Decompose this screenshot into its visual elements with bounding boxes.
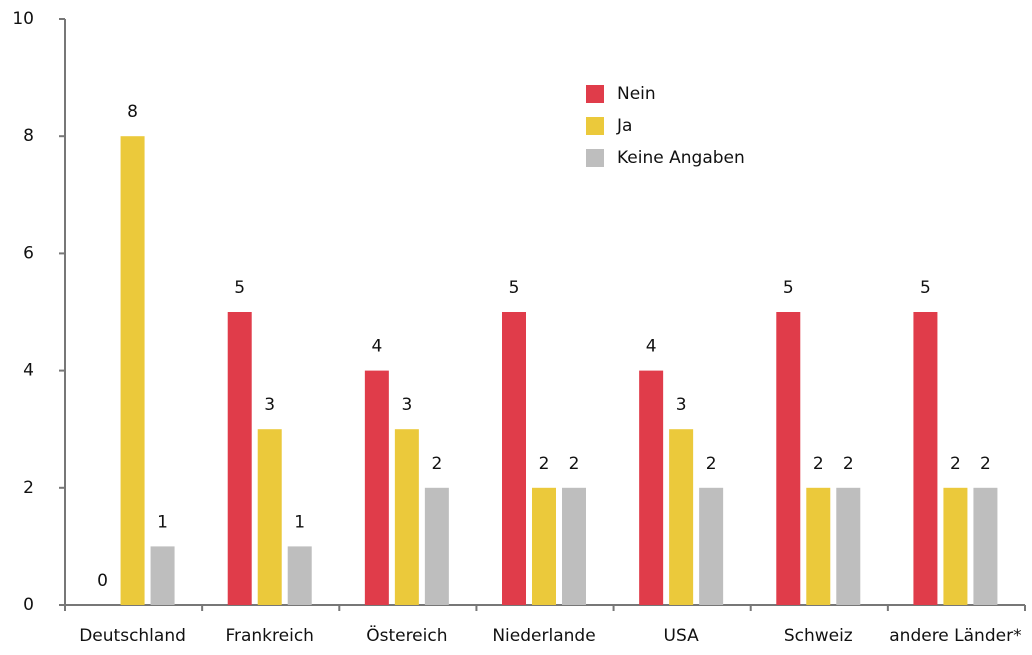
value-label: 1: [157, 512, 168, 532]
x-tick-label: Deutschland: [79, 626, 186, 646]
bar: [394, 429, 419, 605]
bar: [287, 546, 312, 605]
bar: [502, 312, 526, 605]
bar: [639, 370, 664, 605]
x-tick-label: Schweiz: [784, 626, 853, 646]
x-tick-label: USA: [664, 626, 700, 646]
value-label: 2: [431, 454, 442, 474]
value-label: 2: [706, 454, 717, 474]
bar: [973, 487, 998, 605]
y-tick-label: 8: [23, 126, 34, 146]
bar: [257, 429, 282, 605]
bar: [776, 312, 801, 605]
x-tick-label: Niederlande: [492, 626, 595, 646]
legend-swatch: [586, 85, 604, 103]
value-label: 8: [127, 102, 138, 122]
x-tick-label: andere Länder*: [889, 626, 1021, 646]
bar: [669, 429, 694, 605]
value-label: 5: [234, 278, 245, 298]
y-tick-label: 4: [23, 361, 34, 381]
bar: [913, 312, 938, 605]
value-label: 4: [646, 337, 657, 357]
x-tick-label: Östereich: [366, 624, 447, 646]
value-label: 3: [264, 395, 275, 415]
bar: [562, 487, 586, 605]
bar: [227, 312, 252, 605]
value-label: 1: [294, 512, 305, 532]
y-tick-label: 2: [23, 478, 34, 498]
value-label: 0: [97, 571, 108, 591]
bar: [836, 487, 861, 605]
value-label: 5: [783, 278, 794, 298]
value-label: 3: [401, 395, 412, 415]
x-tick-label: Frankreich: [225, 626, 314, 646]
value-label: 5: [920, 278, 931, 298]
value-label: 2: [569, 454, 580, 474]
legend-label: Ja: [616, 116, 632, 136]
bar: [806, 487, 831, 605]
bar: [532, 487, 556, 605]
value-label: 2: [843, 454, 854, 474]
bar: [150, 546, 175, 605]
value-label: 3: [676, 395, 687, 415]
bar: [120, 136, 145, 605]
legend-swatch: [586, 149, 604, 167]
value-label: 5: [509, 278, 520, 298]
value-label: 4: [371, 337, 382, 357]
legend-label: Nein: [617, 84, 656, 104]
value-label: 2: [950, 454, 961, 474]
y-tick-label: 10: [12, 9, 34, 29]
legend-swatch: [586, 117, 604, 135]
bar: [699, 487, 724, 605]
bar: [364, 370, 389, 605]
value-label: 2: [813, 454, 824, 474]
value-label: 2: [980, 454, 991, 474]
bar: [424, 487, 449, 605]
legend-label: Keine Angaben: [617, 148, 745, 168]
y-tick-label: 6: [23, 243, 34, 263]
bar: [943, 487, 968, 605]
y-tick-label: 0: [23, 595, 34, 615]
value-label: 2: [539, 454, 550, 474]
